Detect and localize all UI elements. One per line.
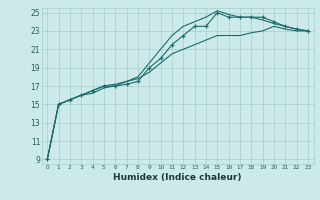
X-axis label: Humidex (Indice chaleur): Humidex (Indice chaleur) xyxy=(113,173,242,182)
